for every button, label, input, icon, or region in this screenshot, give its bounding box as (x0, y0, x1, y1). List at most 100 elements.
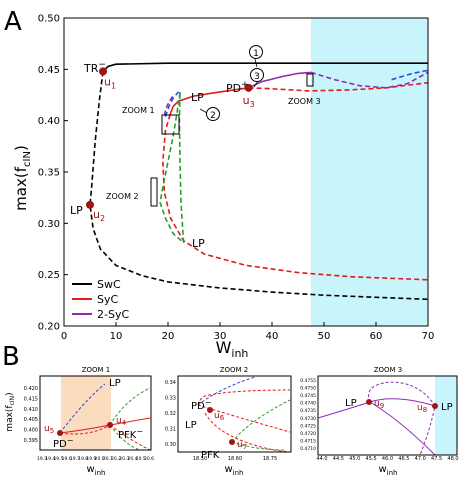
tick-label: 46.0 (382, 456, 393, 462)
zoom1-ylabel-text: max(f (5, 405, 15, 432)
annotation-zoom3: ZOOM 3 (288, 97, 321, 106)
zoom1-pd: PD− (53, 436, 73, 450)
x-tick-label: 20 (162, 331, 175, 342)
point-label-u3-sub: 3 (250, 100, 255, 109)
zoom1-frame (39, 375, 152, 451)
tick-label: 19.4 (45, 456, 55, 462)
tick-label: 20.4 (128, 456, 138, 462)
tick-label: 0.30 (165, 442, 176, 448)
zoom3-purple-dashed (368, 381, 436, 456)
zoom2-blue-dashed (197, 376, 256, 406)
circle-label-3: 3 (250, 68, 264, 88)
zoom3-u9: u9 (374, 399, 384, 410)
zoom1-pfk-text: PFK (118, 430, 137, 441)
tick-label: 0.4720 (300, 431, 316, 437)
zoom2-pd: PD− (191, 398, 211, 412)
annotation-lp-top: LP (191, 91, 204, 104)
tick-label: 0.4755 (300, 378, 316, 384)
y-tick-label: 0.40 (38, 116, 60, 127)
circle-label-2: 2 (199, 107, 220, 121)
legend-label-syc: SyC (97, 293, 118, 306)
zoom3-point-u8 (432, 403, 438, 409)
zoom3-u8-label: u (417, 403, 423, 413)
tick-label: 20.0 (95, 456, 105, 462)
zoom2-red-upper (197, 389, 291, 433)
annotation-lp-bottom: LP (192, 237, 205, 250)
series-line-2 (169, 87, 249, 115)
series-line-10 (159, 91, 185, 244)
zoom3-xlabel: winh (378, 464, 397, 477)
series-line-5 (248, 71, 312, 89)
tick-label: 18.60 (228, 456, 242, 462)
annotation-pd-text: PD (226, 82, 241, 95)
zoom1-xlabel-sub: inh (95, 469, 106, 477)
series-line-1 (89, 71, 429, 301)
zoom2-point-u7 (229, 439, 235, 445)
zoom1-green-dashed (109, 387, 151, 451)
tick-label: 19.3 (37, 456, 47, 462)
zoom1-u4: u4 (116, 416, 127, 427)
series-line-11 (178, 91, 185, 243)
annotation-tr-text: TR (83, 62, 99, 75)
zoom1-ylabel: max(fcIN) (5, 392, 16, 431)
zoom1-plot: ZOOM 1 LP u5 PD− u4 PFK− 0.4200.4150.410… (5, 366, 154, 477)
zoom1-lp: LP (109, 378, 121, 389)
main-plot-xlabel-sub: inh (231, 347, 248, 360)
legend: SwC SyC 2-SyC (72, 278, 129, 321)
main-plot-ylabel-sub: cIN (22, 151, 33, 167)
tick-label: 0.4735 (300, 408, 316, 414)
annotation-zoom2: ZOOM 2 (106, 192, 139, 201)
tick-label: 45.0 (349, 456, 360, 462)
zoom1-u5-sub: 5 (50, 427, 54, 435)
annotation-lp-left: LP (70, 204, 83, 217)
main-plot-ylabel: max(fcIN) (12, 145, 33, 211)
zoom1-blue-dashed (59, 383, 106, 434)
tick-label: 19.5 (53, 456, 63, 462)
zoom2-u7-label: u (237, 440, 243, 450)
tick-label: 19.7 (70, 456, 80, 462)
main-plot-points: u1 u2 u3 (86, 67, 255, 223)
point-label-u3-text: u (243, 94, 250, 107)
zoom2-xticks: 18.50 18.60 18.75 (193, 456, 277, 462)
tick-label: 19.9 (86, 456, 96, 462)
tick-label: 20.6 (144, 456, 154, 462)
point-label-u2: u2 (93, 208, 105, 223)
point-label-u1: u1 (104, 75, 116, 90)
tick-label: 0.4715 (300, 438, 316, 444)
point-u3 (244, 83, 253, 92)
zoom1-ylabel-close: ) (5, 392, 15, 396)
zoom1-pd-sup: − (67, 436, 74, 445)
zoom2-pd-text: PD (191, 401, 205, 412)
y-tick-label: 0.35 (38, 168, 60, 179)
zoom1-u4-label: u (116, 416, 122, 426)
zoom1-u5: u5 (44, 424, 54, 435)
tick-label: 0.33 (165, 396, 176, 402)
zoom2-frame (177, 375, 292, 453)
tick-label: 20.2 (111, 456, 121, 462)
tick-label: 18.50 (193, 456, 207, 462)
zoom2-box (150, 177, 158, 207)
zoom3-lp-right: LP (441, 402, 453, 413)
tick-label: 0.4745 (300, 393, 316, 399)
point-label-u2-sub: 2 (100, 214, 105, 223)
annotation-pd-sup: + (241, 80, 249, 90)
tick-label: 18.75 (263, 456, 277, 462)
zoom2-xlabel: winh (224, 464, 243, 477)
legend-label-2syc: 2-SyC (97, 308, 129, 321)
tick-label: 20.3 (119, 456, 129, 462)
circle-label-1: 1 (249, 45, 263, 68)
tick-label: 0.34 (165, 380, 176, 386)
main-plot-xlabel-text: W (216, 338, 232, 357)
tick-label: 48.0 (447, 456, 458, 462)
zoom2-u6-sub: 6 (220, 414, 225, 422)
tick-label: 47.0 (415, 456, 426, 462)
tick-label: 0.4725 (300, 423, 316, 429)
annotation-tr: TR− (83, 60, 106, 75)
zoom1-pfk-sup: − (136, 427, 143, 436)
main-plot-ticks: 0 10 20 30 40 50 60 70 0.20 0.25 0.30 0.35 0.40 0.45 0… (38, 14, 435, 343)
annotation-pd: PD+ (226, 80, 249, 95)
zoom1-xlabel: winh (86, 464, 105, 477)
zoom1-pd-text: PD (53, 439, 67, 450)
zoom1-point-u5 (57, 430, 63, 436)
